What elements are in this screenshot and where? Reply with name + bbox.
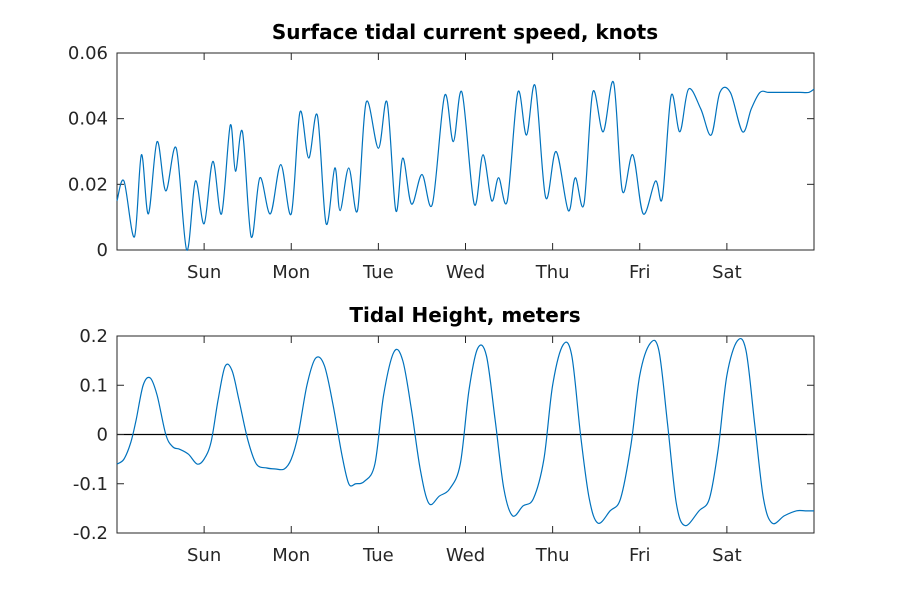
tidal-height-x-tick-label: Thu [535, 545, 570, 566]
current-speed-axes [116, 52, 815, 251]
current-speed-x-tick-label: Sun [187, 262, 221, 283]
tidal-height-x-tick-label: Mon [272, 545, 310, 566]
current-speed-chart: Surface tidal current speed, knots 0 0.02… [68, 20, 815, 283]
tidal-height-chart: Tidal Height, meters -0.2 -0.1 0 0.1 0.2 Sun M… [73, 303, 815, 566]
tidal-height-y-tick-label: -0.1 [73, 474, 108, 495]
current-speed-x-tick-label: Tue [362, 262, 394, 283]
current-speed-x-tick-label: Sat [712, 262, 742, 283]
tidal-height-y-tick-label: 0.1 [79, 375, 108, 396]
tidal-height-x-tick-label: Fri [629, 545, 650, 566]
current-speed-y-tick-label: 0.02 [68, 174, 108, 195]
tidal-height-y-tick-label: -0.2 [73, 523, 108, 544]
current-speed-x-tick-label: Fri [629, 262, 650, 283]
tidal-height-y-tick-label: 0 [97, 425, 108, 446]
current-speed-y-tick-label: 0.06 [68, 43, 108, 64]
current-speed-title: Surface tidal current speed, knots [272, 20, 658, 44]
tidal-height-line [116, 337, 814, 527]
tidal-height-x-tick-label: Wed [446, 545, 485, 566]
current-speed-x-tick-label: Wed [446, 262, 485, 283]
tidal-height-y-tick-label: 0.2 [79, 326, 108, 347]
current-speed-line [116, 80, 815, 251]
current-speed-y-tick-label: 0 [97, 240, 108, 261]
current-speed-x-tick-label: Mon [272, 262, 310, 283]
tidal-height-x-tick-label: Sun [187, 545, 221, 566]
tidal-height-x-tick-label: Tue [362, 545, 394, 566]
tidal-height-title: Tidal Height, meters [349, 303, 580, 327]
current-speed-x-tick-label: Thu [535, 262, 570, 283]
tidal-height-x-tick-label: Sat [712, 545, 742, 566]
current-speed-y-tick-label: 0.04 [68, 109, 108, 130]
